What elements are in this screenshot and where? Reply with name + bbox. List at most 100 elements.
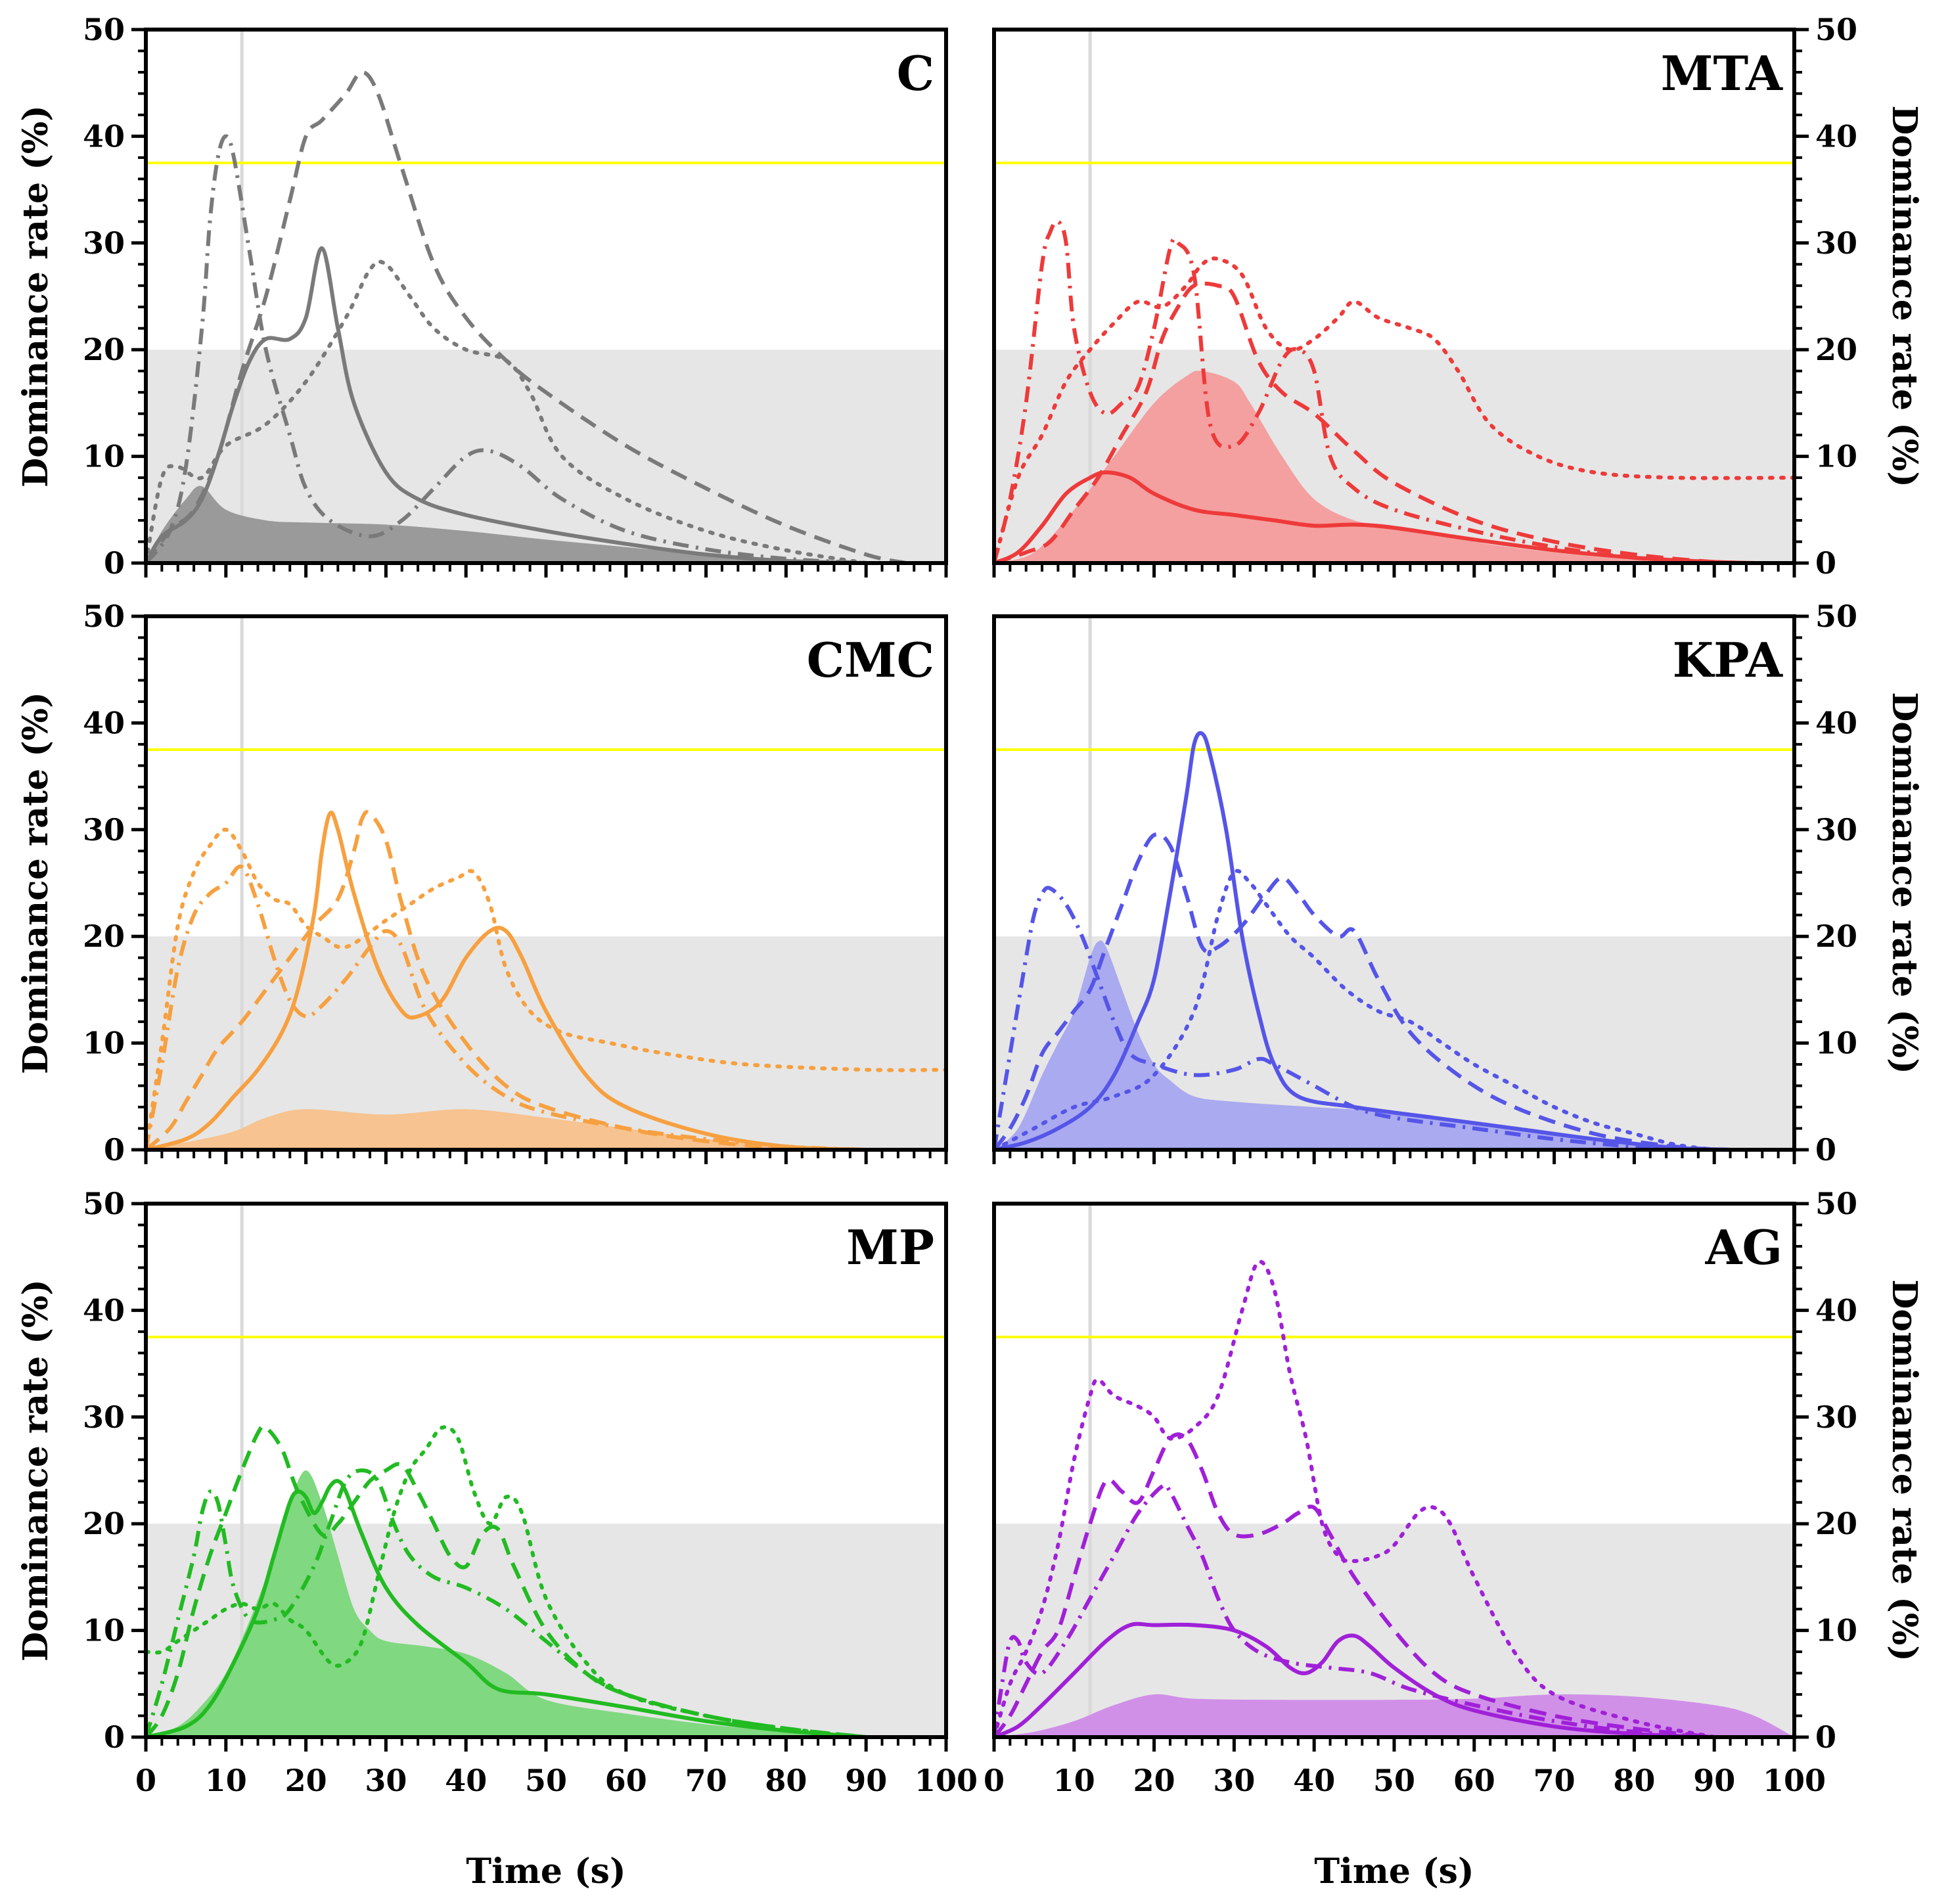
x-tick-label: 10 (1053, 1763, 1095, 1798)
panel-title: C (897, 45, 934, 101)
y-tick-label: 30 (83, 225, 125, 261)
area-c (146, 486, 907, 563)
y-tick-label: 40 (83, 705, 125, 740)
series-kpa-dashed (994, 832, 1731, 1150)
y-axis-title: Dominance rate (%) (16, 105, 56, 487)
series-mp-dashed (146, 1424, 867, 1737)
y-tick-label: 50 (83, 12, 125, 47)
panel-title: MP (846, 1219, 934, 1275)
x-tick-label: 80 (765, 1763, 807, 1798)
area-mta (994, 371, 1715, 563)
series-c-dashed (146, 70, 907, 563)
series-kpa-dotted (994, 869, 1717, 1150)
y-axis-title: Dominance rate (%) (1884, 1279, 1924, 1662)
series-ag-solid (994, 1621, 1755, 1737)
panel-c: 0 10 20 30 40 50 Dominance rate (%) C (16, 12, 948, 581)
x-axis-title: Time (s) (1314, 1851, 1474, 1892)
x-tick-label: 100 (1763, 1763, 1826, 1798)
panel-mta: 0 10 20 30 40 50 Dominance rate (%) MTA (992, 12, 1924, 581)
significance-band (146, 936, 946, 1150)
y-tick-label: 10 (1815, 1026, 1857, 1061)
y-axis-title: Dominance rate (%) (1884, 692, 1924, 1074)
panel-title: AG (1705, 1219, 1782, 1275)
x-tick-label: 0 (984, 1763, 1005, 1798)
y-tick-label: 30 (83, 812, 125, 848)
series-cmc-dashed (146, 810, 867, 1150)
x-tick-label: 20 (285, 1763, 327, 1798)
series-cmc-solid (146, 811, 867, 1150)
series-ag-dashdot (994, 1483, 1715, 1737)
panel-cmc: 0 10 20 30 40 50 Dominance rate (%) CMC (16, 599, 948, 1167)
panel-mp: 0 10 20 30 40 50 0 10 20 30 40 50 60 70 80 90 100 Time (s… (16, 1186, 978, 1892)
y-tick-label: 0 (1815, 545, 1836, 581)
y-tick-label: 20 (83, 332, 125, 367)
series-ag-dashed (994, 1432, 1715, 1737)
y-tick-label: 30 (1815, 1399, 1857, 1435)
x-tick-label: 70 (1533, 1763, 1576, 1798)
y-tick-label: 50 (1815, 1186, 1857, 1221)
y-tick-label: 0 (104, 545, 125, 581)
y-tick-label: 20 (1815, 1506, 1857, 1541)
x-tick-label: 40 (445, 1763, 487, 1798)
panel-kpa: 0 10 20 30 40 50 Dominance rate (%) KPA (992, 599, 1924, 1167)
x-tick-label: 30 (365, 1763, 407, 1798)
x-tick-label: 80 (1613, 1763, 1655, 1798)
x-axis-title: Time (s) (466, 1851, 625, 1892)
series-c-dashdot (146, 134, 867, 563)
x-tick-label: 50 (525, 1763, 567, 1798)
y-tick-label: 10 (83, 1613, 125, 1648)
y-tick-label: 30 (1815, 812, 1857, 848)
y-tick-label: 10 (83, 1026, 125, 1061)
series-mp-dotted (146, 1425, 869, 1737)
y-tick-label: 40 (1815, 1292, 1857, 1328)
series-mta-solid (994, 470, 1755, 563)
series-c-dotted (146, 260, 869, 563)
y-tick-label: 0 (1815, 1132, 1836, 1167)
series-kpa-solid (994, 731, 1731, 1150)
series-mta-dotted (994, 256, 1794, 563)
y-tick-label: 50 (83, 599, 125, 634)
y-tick-label: 40 (1815, 705, 1857, 740)
y-tick-label: 50 (1815, 599, 1857, 634)
x-tick-label: 0 (135, 1763, 156, 1798)
y-tick-label: 0 (104, 1132, 125, 1167)
panel-title: CMC (807, 632, 934, 688)
y-tick-label: 40 (83, 1292, 125, 1328)
y-axis-title: Dominance rate (%) (16, 692, 56, 1074)
y-tick-label: 20 (1815, 918, 1857, 954)
x-tick-label: 70 (685, 1763, 727, 1798)
area-kpa (994, 940, 1715, 1150)
y-tick-label: 20 (83, 1506, 125, 1541)
x-tick-label: 90 (845, 1763, 887, 1798)
panel-ag: 0 10 20 30 40 50 0 10 20 30 40 50 60 70 80 90 100 Time (s… (984, 1186, 1924, 1892)
y-tick-label: 50 (1815, 12, 1857, 47)
x-tick-label: 30 (1213, 1763, 1255, 1798)
y-tick-label: 10 (1815, 1613, 1857, 1648)
x-tick-label: 60 (1453, 1763, 1495, 1798)
y-tick-label: 20 (1815, 332, 1857, 367)
y-tick-label: 10 (1815, 439, 1857, 474)
y-tick-label: 10 (83, 439, 125, 474)
series-kpa-dashdot (994, 886, 1715, 1150)
y-tick-label: 40 (1815, 118, 1857, 154)
x-tick-label: 10 (205, 1763, 247, 1798)
series-mp-solid (146, 1478, 867, 1737)
panel-title: MTA (1661, 45, 1783, 101)
x-tick-label: 60 (605, 1763, 647, 1798)
series-mta-dashed (994, 281, 1755, 563)
y-tick-label: 50 (83, 1186, 125, 1221)
y-axis-title: Dominance rate (%) (1884, 105, 1924, 487)
x-tick-label: 50 (1373, 1763, 1415, 1798)
series-cmc-dashdot (146, 864, 867, 1150)
x-tick-label: 90 (1693, 1763, 1735, 1798)
y-tick-label: 40 (83, 118, 125, 154)
x-tick-label: 40 (1293, 1763, 1335, 1798)
area-cmc (146, 1109, 946, 1150)
y-tick-label: 30 (1815, 225, 1857, 261)
panel-title: KPA (1673, 632, 1783, 688)
y-tick-label: 0 (1815, 1719, 1836, 1755)
y-tick-label: 30 (83, 1399, 125, 1435)
y-axis-title: Dominance rate (%) (16, 1279, 56, 1662)
series-cmc-dotted (146, 827, 946, 1150)
